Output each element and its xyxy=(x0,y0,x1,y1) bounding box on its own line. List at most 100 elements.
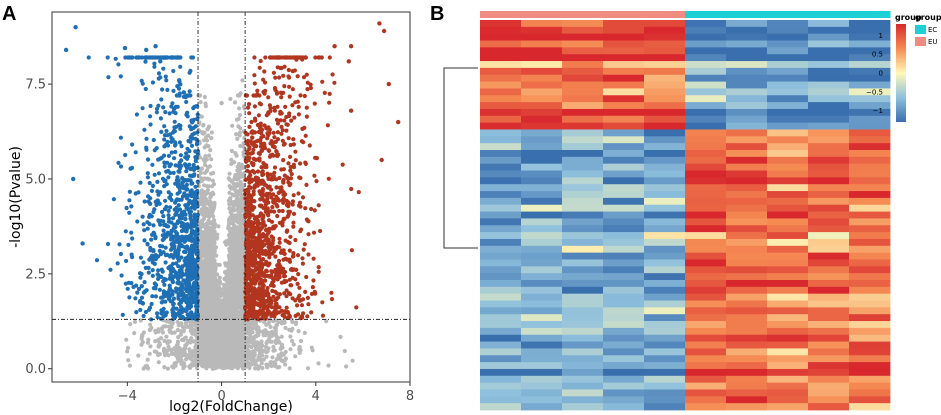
scatter-point xyxy=(201,304,206,309)
scatter-point xyxy=(205,143,210,149)
scatter-point xyxy=(234,279,240,284)
scatter-point xyxy=(226,222,231,227)
scatter-point xyxy=(227,171,232,176)
scatter-point xyxy=(233,247,238,252)
scatter-point xyxy=(197,93,202,98)
scatter-point xyxy=(234,132,239,137)
scatter-point xyxy=(211,214,216,219)
scatter-point xyxy=(219,301,224,306)
scatter-point xyxy=(196,173,201,178)
scatter-point xyxy=(204,262,209,267)
scatter-point xyxy=(210,190,215,195)
scatter-point xyxy=(205,190,210,196)
scatter-point xyxy=(207,202,212,207)
scatter-point xyxy=(240,165,245,170)
scatter-point xyxy=(240,78,245,83)
scatter-point xyxy=(212,225,217,230)
scatter-point xyxy=(241,144,246,150)
scatter-point xyxy=(229,302,235,307)
scatter-point xyxy=(227,235,233,240)
scatter-point xyxy=(228,242,233,247)
scatter-point xyxy=(160,330,166,335)
scatter-point xyxy=(202,212,207,217)
scatter-point xyxy=(237,106,242,111)
scatter-point xyxy=(209,157,214,162)
scatter-point xyxy=(206,218,211,223)
scatter-point xyxy=(238,126,243,131)
scatter-point xyxy=(210,178,215,183)
scatter-point xyxy=(231,232,236,237)
scatter-point xyxy=(223,293,228,298)
scatter-point xyxy=(235,164,240,169)
scatter-point xyxy=(202,176,207,181)
scatter-point xyxy=(201,138,207,143)
scatter-point xyxy=(199,188,204,193)
scatter-point xyxy=(235,199,240,204)
scatter-point xyxy=(199,260,204,265)
scatter-point xyxy=(227,297,232,302)
scatter-point xyxy=(238,231,244,236)
scatter-point xyxy=(210,297,215,302)
scatter-point xyxy=(211,170,216,176)
scatter-point xyxy=(200,222,205,227)
scatter-point xyxy=(207,177,212,182)
scatter-point xyxy=(199,207,204,212)
scatter-point xyxy=(281,352,286,357)
scatter-point xyxy=(213,245,219,250)
scatter-point xyxy=(237,234,243,240)
scatter-point xyxy=(232,218,237,223)
scatter-point xyxy=(236,254,241,259)
scatter-point xyxy=(201,122,206,127)
scatter-point xyxy=(209,130,214,135)
scatter-point xyxy=(237,133,242,138)
scatter-point xyxy=(232,236,237,241)
scatter-point xyxy=(204,169,209,174)
scatter-point xyxy=(229,161,234,166)
scatter-point xyxy=(223,240,228,245)
scatter-point xyxy=(227,190,232,195)
scatter-point xyxy=(201,237,206,243)
scatter-point xyxy=(234,258,240,263)
scatter-point xyxy=(230,123,235,128)
scatter-point xyxy=(230,258,235,263)
scatter-point xyxy=(227,266,232,271)
scatter-point xyxy=(204,135,209,140)
scatter-point xyxy=(218,287,223,292)
scatter-point xyxy=(199,269,204,275)
scatter-point xyxy=(202,203,207,208)
scatter-point xyxy=(208,285,213,290)
scatter-point xyxy=(204,138,210,143)
scatter-point xyxy=(218,293,223,298)
scatter-point xyxy=(232,263,237,268)
scatter-point xyxy=(207,233,212,239)
scatter-point xyxy=(232,100,238,105)
scatter-point xyxy=(229,271,234,276)
scatter-point xyxy=(202,159,207,164)
scatter-point xyxy=(227,184,232,189)
scatter-point xyxy=(210,238,215,243)
scatter-point xyxy=(236,209,241,214)
scatter-point xyxy=(204,248,209,253)
scatter-point xyxy=(223,283,228,288)
scatter-point xyxy=(234,190,239,196)
scatter-point xyxy=(344,364,349,369)
scatter-point xyxy=(215,262,220,267)
scatter-point xyxy=(200,250,205,256)
scatter-point xyxy=(209,252,214,257)
scatter-point xyxy=(237,113,243,118)
scatter-point xyxy=(234,300,239,305)
scatter-point xyxy=(229,157,234,162)
scatter-point xyxy=(210,279,215,284)
scatter-point xyxy=(206,126,211,131)
scatter-point xyxy=(227,206,232,211)
scatter-point xyxy=(208,148,213,153)
scatter-point xyxy=(124,337,129,342)
scatter-point xyxy=(127,363,132,368)
scatter-point xyxy=(230,292,235,298)
scatter-point xyxy=(235,181,240,187)
scatter-point xyxy=(211,219,216,224)
scatter-point xyxy=(226,176,231,181)
scatter-point xyxy=(211,288,217,293)
scatter-point xyxy=(222,299,227,305)
